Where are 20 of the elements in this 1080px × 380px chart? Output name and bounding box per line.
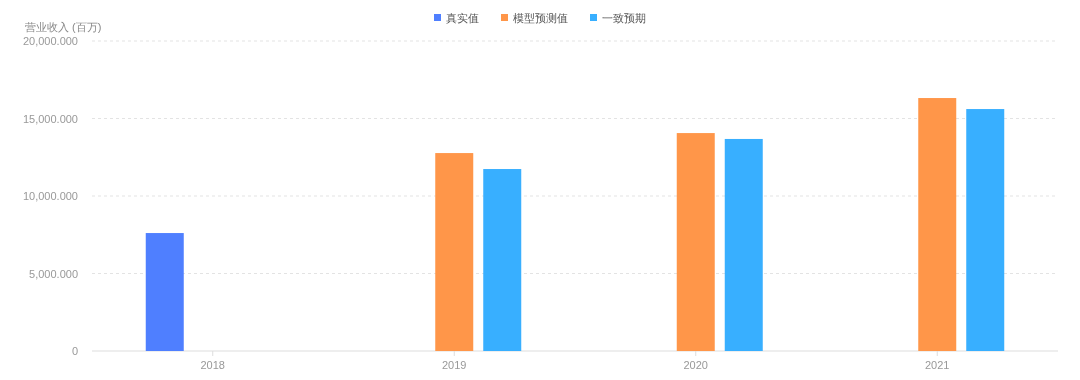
bar	[145, 233, 184, 351]
y-tick-label: 5,000.000	[29, 267, 78, 280]
bar	[966, 109, 1005, 351]
legend-label: 一致预期	[602, 12, 646, 24]
bar	[435, 153, 474, 351]
bar	[676, 133, 715, 351]
y-axis-title: 营业收入 (百万)	[25, 21, 102, 33]
y-tick-label: 10,000.000	[22, 190, 78, 202]
y-tick-label: 15,000.000	[22, 112, 78, 125]
bar	[724, 138, 763, 351]
x-tick-label: 2021	[925, 359, 950, 371]
x-tick-label: 2019	[442, 359, 467, 371]
y-tick-label: 0	[71, 345, 78, 357]
legend-label: 模型预测值	[513, 12, 568, 24]
x-tick-label: 2018	[200, 359, 225, 371]
bar	[918, 98, 957, 351]
x-tick-label: 2020	[683, 359, 708, 371]
y-tick-label: 20,000.000	[22, 35, 78, 47]
legend-label: 真实值	[446, 12, 479, 24]
bar	[483, 169, 522, 351]
